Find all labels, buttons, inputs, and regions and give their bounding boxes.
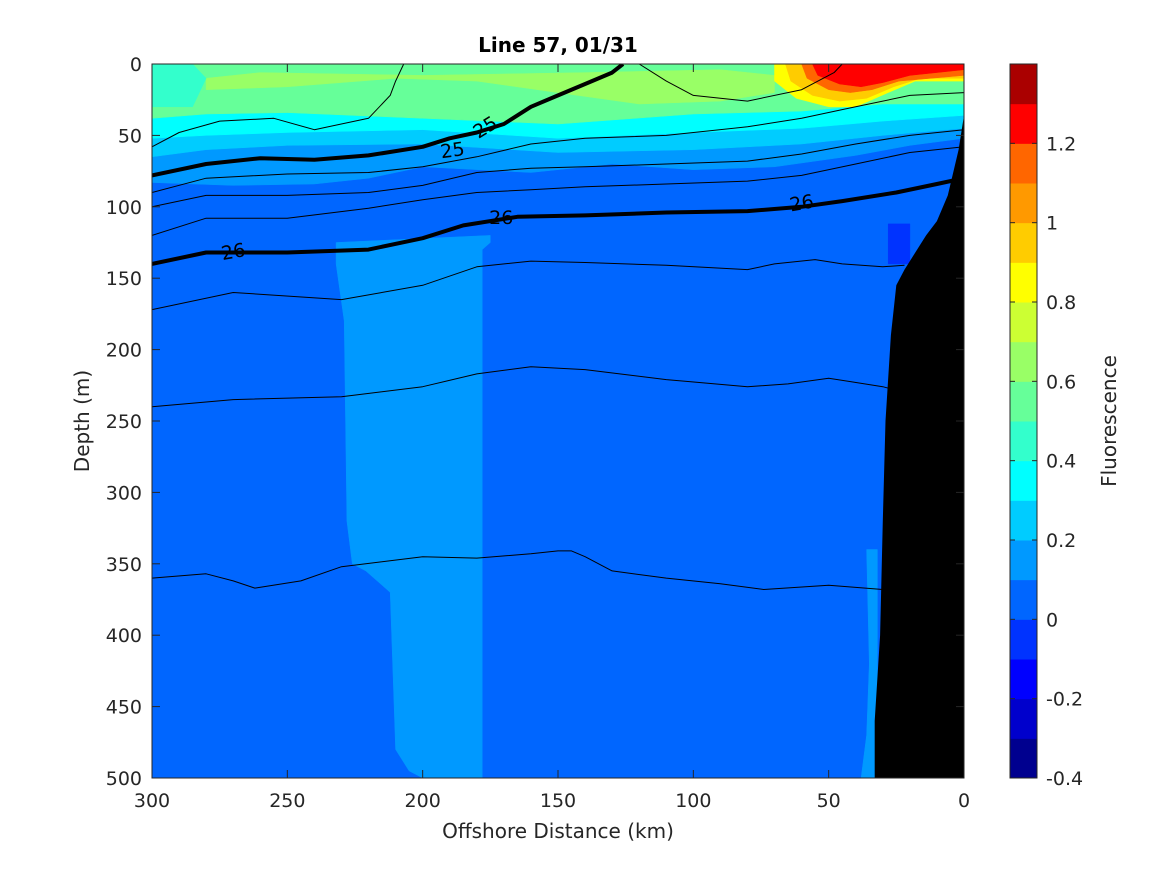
- colorbar-swatch: [1010, 421, 1037, 462]
- contour-line-4: [152, 129, 964, 208]
- contour-line-25: [152, 64, 625, 178]
- colorbar-swatch: [1010, 500, 1037, 541]
- y-tick-label: 200: [106, 340, 142, 362]
- y-tick-label: 250: [106, 411, 142, 433]
- colorbar-tick-label: 0.4: [1046, 451, 1076, 473]
- colorbar-tick-label: 0.6: [1046, 371, 1076, 393]
- colorbar-swatch: [1010, 540, 1037, 581]
- colorbar-swatch: [1010, 381, 1037, 422]
- contour-label: 26: [489, 207, 513, 229]
- x-tick-label: 0: [958, 790, 970, 812]
- contour-line-3: [152, 92, 964, 193]
- colorbar-tick-label: 0: [1046, 609, 1058, 631]
- contour-line-26: [152, 176, 964, 266]
- y-tick-label: 400: [106, 625, 142, 647]
- contour-line-2: [638, 64, 843, 102]
- contour-label-group: 26: [220, 239, 248, 265]
- x-tick-label: 100: [675, 790, 711, 812]
- colorbar-tick-label: 1: [1046, 213, 1058, 235]
- colorbar-tick-label: -0.4: [1046, 768, 1083, 790]
- contour-line-5: [152, 146, 964, 236]
- y-tick-label: 300: [106, 482, 142, 504]
- contour-line-8: [152, 366, 894, 408]
- x-axis-ticks: 300 250 200 150 100 50 0: [134, 64, 970, 812]
- colorbar-swatch: [1010, 262, 1037, 303]
- x-tick-label: 300: [134, 790, 170, 812]
- colorbar: -0.2 0 0.2 0.4 0.6 0.8 1 1.2 -0.4: [1009, 63, 1083, 790]
- contour-label: 26: [220, 239, 248, 265]
- contour-line-1: [152, 64, 405, 148]
- colorbar-swatch: [1010, 183, 1037, 224]
- field-region-slope-low: [887, 223, 911, 265]
- contour-label-group: 26: [489, 207, 513, 229]
- colorbar-swatch: [1010, 659, 1037, 700]
- contour-label-group: 25: [439, 138, 466, 163]
- colorbar-frame: [1009, 63, 1038, 779]
- contour-line-9: [152, 550, 883, 590]
- y-tick-label: 450: [106, 697, 142, 719]
- colorbar-swatch: [1010, 302, 1037, 343]
- contour-line-7: [152, 259, 905, 311]
- x-axis-label: Offshore Distance (km): [442, 819, 674, 843]
- colorbar-swatch: [1010, 143, 1037, 184]
- density-contours: [152, 64, 964, 590]
- contour-label: 26: [788, 191, 816, 217]
- colorbar-swatch: [1010, 738, 1037, 779]
- colorbar-swatch: [1010, 698, 1037, 739]
- colorbar-tick-label: -0.2: [1046, 689, 1083, 711]
- contour-label-group: 26: [788, 191, 816, 217]
- field-region-bloom-red: [812, 64, 964, 88]
- x-tick-label: 250: [269, 790, 305, 812]
- y-tick-label: 350: [106, 554, 142, 576]
- seafloor: [874, 115, 964, 778]
- colorbar-swatch: [1010, 103, 1037, 144]
- colorbar-swatch: [1010, 341, 1037, 382]
- y-axis-ticks: 0 50 100 150 200 250 300 350 400 450 500: [106, 54, 964, 790]
- y-tick-label: 500: [106, 768, 142, 790]
- field-region-surface-cyan-left: [152, 64, 207, 108]
- y-tick-label: 150: [106, 268, 142, 290]
- x-tick-label: 150: [540, 790, 576, 812]
- y-axis-label: Depth (m): [70, 370, 94, 472]
- colorbar-swatch: [1010, 579, 1037, 620]
- chart-title: Line 57, 01/31: [478, 33, 638, 57]
- colorbar-tick-label: 0.8: [1046, 292, 1076, 314]
- field-region-near-slope: [860, 549, 878, 778]
- contour-label: 25: [439, 138, 466, 163]
- colorbar-tick-label: 0.2: [1046, 530, 1076, 552]
- seafloor-layer: [874, 115, 964, 778]
- fluorescence-field: [152, 64, 964, 778]
- colorbar-label: Fluorescence: [1097, 355, 1121, 487]
- colorbar-tick-label: 1.2: [1046, 133, 1076, 155]
- colorbar-swatch: [1010, 222, 1037, 263]
- y-tick-label: 50: [118, 125, 142, 147]
- field-region-surface-lime: [205, 69, 775, 105]
- colorbar-swatch: [1010, 64, 1037, 105]
- field-region-column-a: [335, 235, 491, 778]
- y-tick-label: 0: [130, 54, 142, 76]
- colorbar-swatch: [1010, 460, 1037, 501]
- x-tick-label: 50: [817, 790, 841, 812]
- colorbar-swatch: [1010, 619, 1037, 660]
- x-tick-label: 200: [405, 790, 441, 812]
- y-tick-label: 100: [106, 197, 142, 219]
